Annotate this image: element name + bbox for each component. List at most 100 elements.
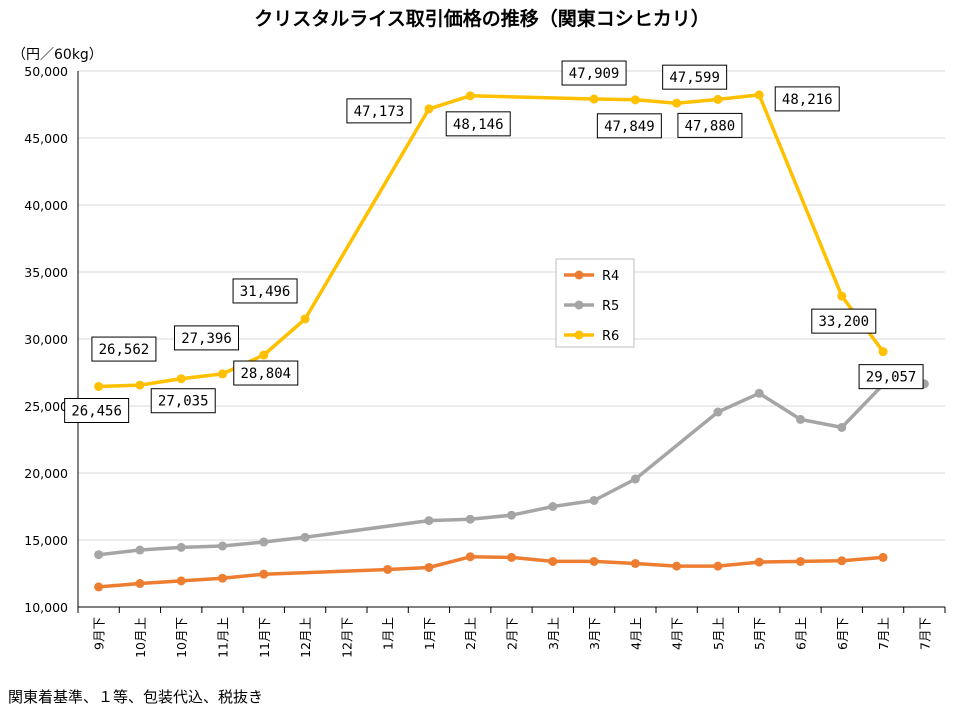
data-point-R6 (259, 350, 269, 360)
data-label-box (233, 360, 299, 386)
data-point-R6 (713, 94, 723, 104)
x-tick-label: 7月上 (876, 617, 891, 650)
data-point-R4 (259, 569, 269, 579)
data-label-text: 47,173 (354, 104, 405, 120)
data-label: 47,880 (677, 112, 743, 138)
x-tick-label: 1月上 (381, 617, 396, 650)
y-tick-label: 50,000 (24, 64, 68, 79)
data-label-box (677, 112, 743, 138)
data-point-R4 (465, 552, 475, 562)
data-point-R5 (713, 407, 723, 417)
data-point-R5 (300, 532, 310, 542)
data-point-R6 (176, 374, 186, 384)
data-label: 29,057 (858, 364, 924, 390)
data-point-R4 (383, 564, 393, 574)
data-point-R6 (465, 91, 475, 101)
data-label-text: 31,496 (240, 284, 291, 300)
data-point-R4 (713, 561, 723, 571)
data-point-R4 (672, 561, 682, 571)
y-tick-label: 40,000 (24, 198, 68, 213)
y-tick-label: 25,000 (24, 399, 68, 414)
data-point-R6 (424, 104, 434, 114)
data-label-text: 47,909 (569, 66, 620, 82)
legend-label: R4 (602, 269, 619, 284)
data-point-R5 (135, 545, 145, 555)
data-label-box (858, 364, 924, 390)
data-label-box (232, 278, 298, 304)
data-point-R4 (796, 556, 805, 566)
x-tick-label: 5月下 (752, 617, 767, 650)
data-label-box (596, 113, 662, 139)
data-point-R4 (630, 558, 640, 568)
data-label: 47,849 (596, 113, 662, 139)
x-tick-label: 4月下 (670, 617, 685, 650)
legend: R4 R5 R6 (555, 258, 635, 348)
series-line-R4 (98, 555, 884, 589)
data-label-text: 26,456 (71, 403, 122, 419)
data-label-box (445, 111, 511, 137)
y-tick-label: 20,000 (24, 466, 68, 481)
x-tick-label: 9月下 (92, 617, 107, 650)
data-label-box (662, 64, 728, 90)
data-label: 47,173 (346, 98, 412, 124)
data-label: 26,456 (64, 397, 130, 423)
chart-title: クリスタルライス取引価格の推移（関東コシヒカリ） (254, 8, 710, 30)
data-label-text: 27,035 (158, 394, 209, 410)
data-point-R5 (754, 388, 764, 398)
x-tick-label: 7月下 (917, 617, 932, 650)
x-tick-label: 10月下 (174, 617, 189, 658)
data-point-R5 (94, 550, 104, 560)
legend-swatch-marker (574, 300, 584, 310)
data-point-R5 (837, 422, 847, 432)
legend-swatch-marker (574, 330, 584, 340)
data-label-text: 48,146 (453, 117, 504, 133)
data-label-text: 29,057 (866, 370, 917, 386)
x-tick-label: 11月下 (257, 617, 272, 658)
y-axis-unit: （円／60kg） (12, 47, 103, 63)
data-point-R4 (94, 582, 104, 592)
data-point-R6 (300, 314, 310, 324)
data-label-text: 47,599 (669, 70, 720, 86)
data-point-R5 (548, 502, 558, 511)
y-tick-label: 15,000 (24, 533, 68, 548)
data-point-R4 (135, 579, 145, 589)
x-tick-label: 11月上 (216, 617, 231, 658)
data-label-text: 28,804 (240, 366, 291, 382)
axes: 10,000 15,000 20,000 25,000 30,000 35,000 40,0… (24, 64, 946, 658)
data-point-R6 (589, 94, 599, 104)
data-label-text: 27,396 (181, 331, 232, 347)
data-label-box (811, 308, 877, 334)
data-label-text: 26,562 (99, 342, 150, 358)
legend-label: R6 (602, 329, 619, 344)
x-tick-label: 5月上 (711, 617, 726, 650)
y-tick-label: 10,000 (24, 600, 68, 615)
data-label-box (64, 397, 130, 423)
x-tick-label: 1月下 (422, 617, 437, 650)
data-label-box (561, 60, 627, 86)
data-point-R4 (424, 562, 434, 572)
data-label-text: 48,216 (782, 92, 833, 108)
x-tick-label: 3月下 (587, 617, 602, 650)
data-point-R5 (630, 474, 640, 484)
data-label: 28,804 (233, 360, 299, 386)
data-point-R5 (465, 514, 475, 524)
data-label-box (174, 325, 239, 351)
data-label: 27,035 (150, 388, 216, 414)
data-point-R6 (218, 369, 227, 379)
data-point-R5 (507, 510, 516, 520)
data-label: 48,146 (445, 111, 511, 137)
data-label: 31,496 (232, 278, 298, 304)
series-layer (94, 90, 929, 592)
y-tick-label: 30,000 (24, 332, 68, 347)
x-tick-label: 6月下 (835, 617, 850, 650)
x-tick-label: 2月下 (505, 617, 520, 650)
data-point-R6 (630, 95, 640, 105)
data-point-R6 (135, 380, 145, 390)
x-tick-label: 12月上 (298, 617, 313, 658)
data-label-box (150, 388, 216, 414)
data-point-R4 (507, 552, 516, 562)
data-point-R6 (837, 291, 847, 301)
data-point-R4 (548, 556, 558, 566)
data-point-R4 (878, 552, 888, 562)
